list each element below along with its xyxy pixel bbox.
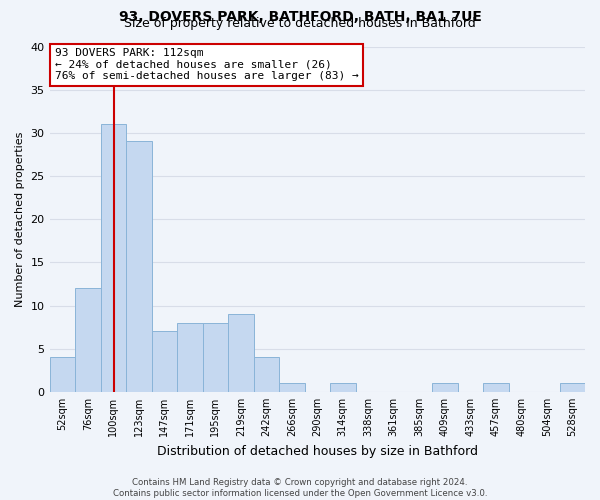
Bar [432, 384, 458, 392]
Bar [228, 314, 254, 392]
Text: 93 DOVERS PARK: 112sqm
← 24% of detached houses are smaller (26)
76% of semi-det: 93 DOVERS PARK: 112sqm ← 24% of detached… [55, 48, 359, 82]
Text: 93, DOVERS PARK, BATHFORD, BATH, BA1 7UE: 93, DOVERS PARK, BATHFORD, BATH, BA1 7UE [119, 10, 481, 24]
Bar [330, 384, 356, 392]
Bar [560, 384, 585, 392]
Bar [101, 124, 126, 392]
Bar [177, 323, 203, 392]
Bar [152, 332, 177, 392]
Bar [75, 288, 101, 392]
Y-axis label: Number of detached properties: Number of detached properties [15, 132, 25, 307]
Bar [254, 358, 279, 392]
Text: Contains HM Land Registry data © Crown copyright and database right 2024.
Contai: Contains HM Land Registry data © Crown c… [113, 478, 487, 498]
Bar [126, 142, 152, 392]
X-axis label: Distribution of detached houses by size in Bathford: Distribution of detached houses by size … [157, 444, 478, 458]
Bar [279, 384, 305, 392]
Bar [50, 358, 75, 392]
Bar [203, 323, 228, 392]
Text: Size of property relative to detached houses in Bathford: Size of property relative to detached ho… [124, 18, 476, 30]
Bar [483, 384, 509, 392]
